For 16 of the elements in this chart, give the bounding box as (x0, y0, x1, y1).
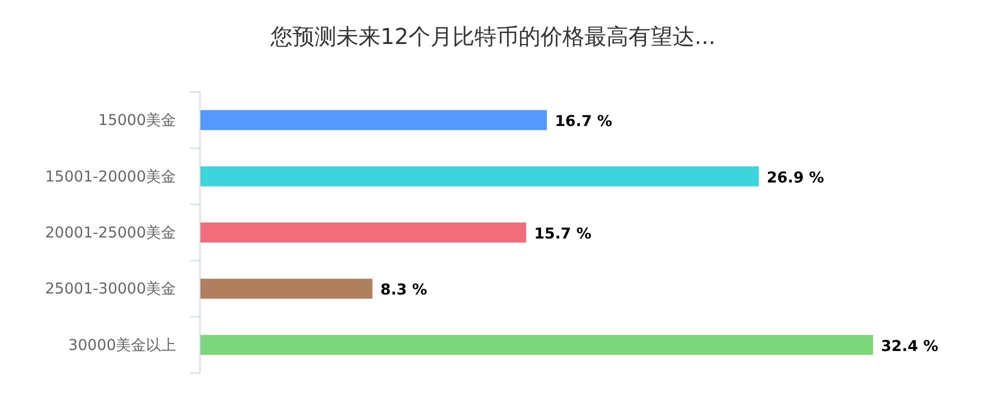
chart-title: 您预测未来12个月比特币的价格最高有望达... (270, 25, 716, 50)
data-label: 16.7 % (554, 112, 612, 130)
bar (200, 334, 873, 355)
bar (200, 278, 372, 299)
y-tick-label: 15000美金 (98, 111, 176, 130)
bar (200, 110, 547, 130)
data-label: 32.4 % (881, 336, 938, 355)
bar (200, 166, 759, 186)
bar (200, 222, 526, 242)
y-tick-label: 30000美金以上 (68, 336, 176, 354)
data-label: 15.7 % (534, 224, 592, 242)
data-label: 8.3 % (380, 280, 428, 299)
y-tick-label: 20001-25000美金 (45, 224, 176, 242)
data-label: 26.9 % (766, 168, 824, 186)
y-tick-label: 15001-20000美金 (45, 167, 176, 186)
y-tick-label: 25001-30000美金 (45, 280, 176, 298)
